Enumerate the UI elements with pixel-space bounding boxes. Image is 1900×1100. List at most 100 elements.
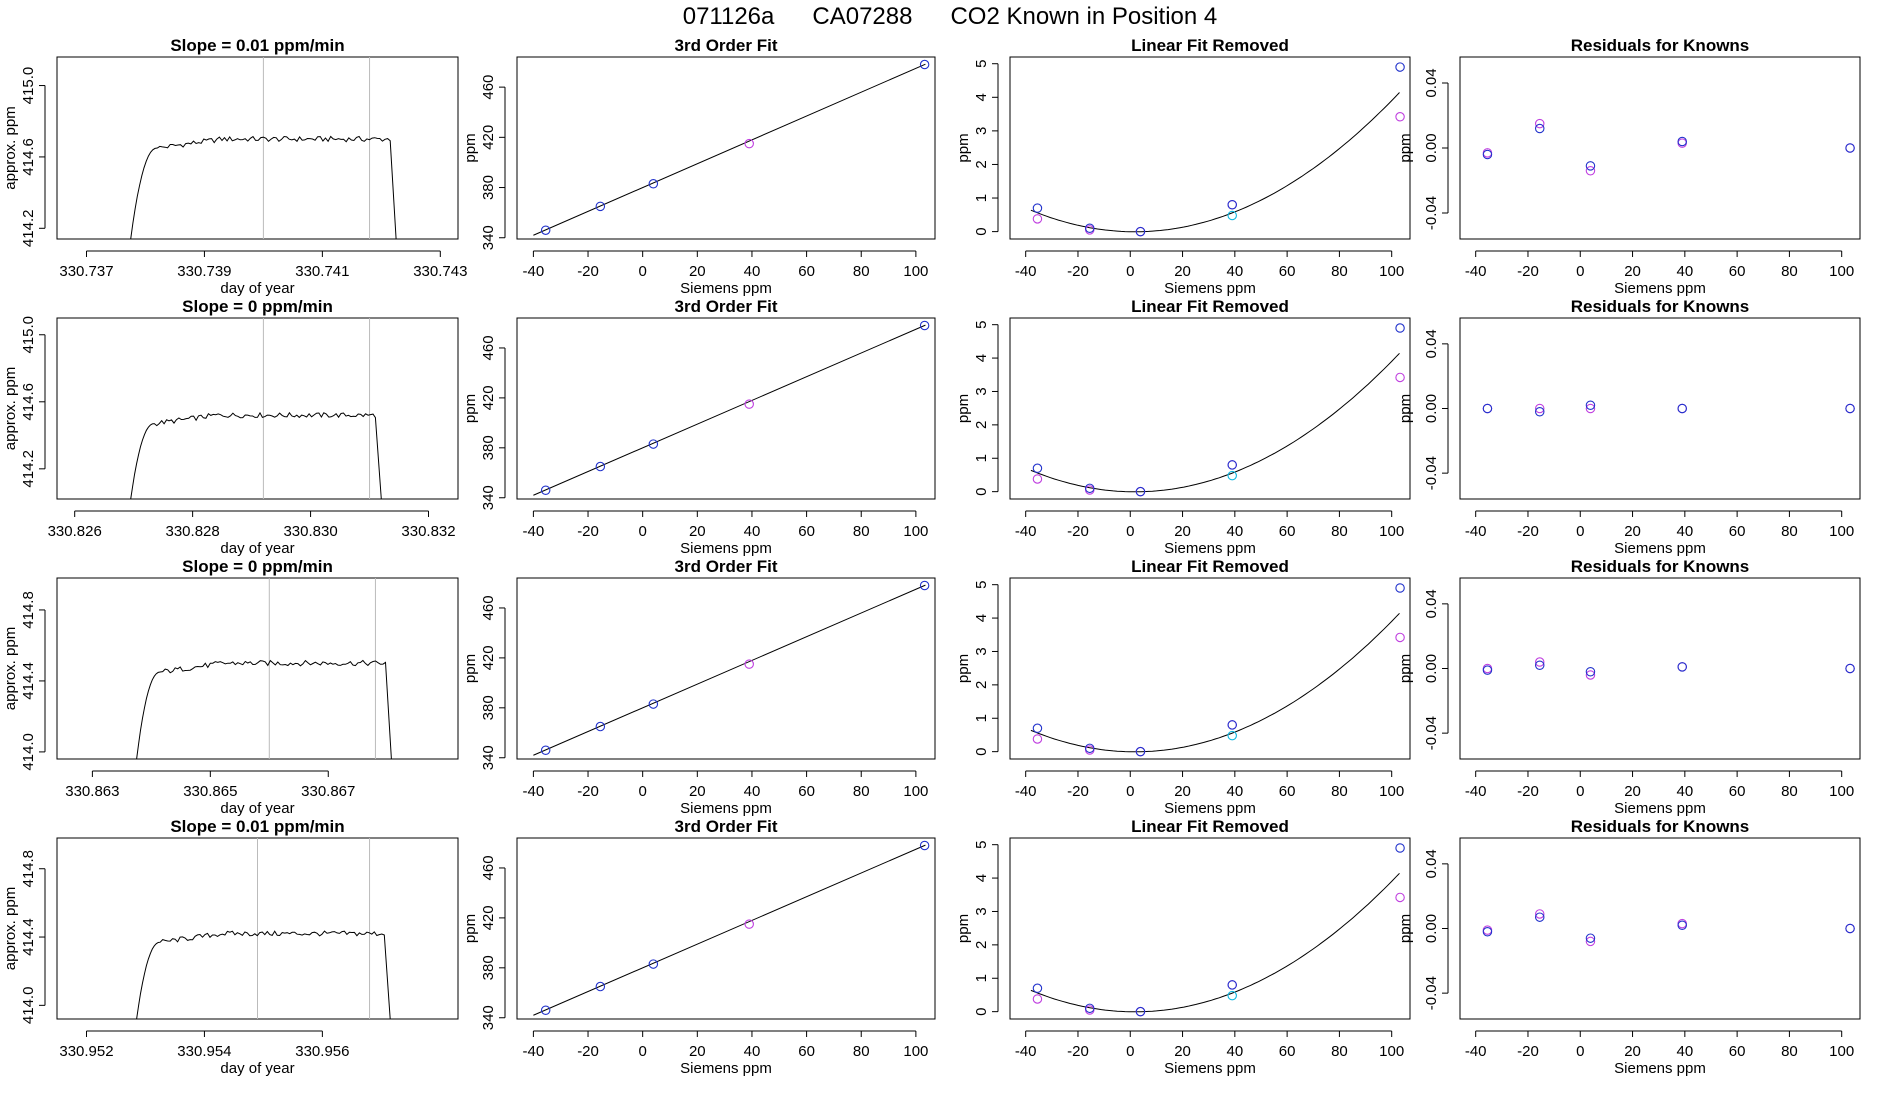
- r2-lin-magenta-point: [1032, 734, 1043, 744]
- r1-lin-cyan-point: [1227, 470, 1237, 481]
- r3-lin-x-label: Siemens ppm: [1164, 1060, 1256, 1077]
- r1-lin-x-tick-label: 20: [1174, 523, 1191, 540]
- r1-fit-x-tick-label: 20: [689, 523, 706, 540]
- r1-fit-y-tick-label: 380: [480, 435, 497, 460]
- r3-res-y-tick-label: 0.00: [1423, 914, 1440, 943]
- r3-lin-magenta-point: [1395, 892, 1405, 903]
- r3-res-blue-point: [1845, 923, 1855, 934]
- r0-lin-blue-point: [1032, 203, 1043, 213]
- r0-fit-x-tick-label: 60: [798, 263, 815, 280]
- run-id: 071126a: [682, 3, 775, 30]
- r2-res-x-label: Siemens ppm: [1614, 800, 1706, 817]
- r2-fit-plot-frame: [516, 577, 936, 760]
- r3-ts-trace-line: [136, 930, 391, 1020]
- r2-fit-point: [919, 580, 930, 591]
- r3-fit-x-tick-label: 20: [689, 1043, 706, 1060]
- r0-fit-x-tick-label: 80: [853, 263, 870, 280]
- page-title: 071126a CA07288 CO2 Known in Position 4: [0, 2, 1900, 32]
- r3-lin-x-tick-label: 100: [1379, 1043, 1404, 1060]
- r1-lin-x-tick-label: -40: [1015, 523, 1037, 540]
- r3-ts-x-tick-label: 330.956: [295, 1043, 349, 1060]
- r2-fit-x-tick-label: -20: [577, 783, 599, 800]
- r3-ts-y-label: approx. ppm: [2, 887, 19, 970]
- r1-ts-y-tick-label: 414.6: [20, 383, 37, 421]
- r0-lin-y-tick-label: 0: [973, 227, 990, 235]
- r1-fit-x-tick-label: 100: [903, 523, 928, 540]
- r0-lin-quadratic-curve: [1030, 92, 1400, 233]
- r0-lin-x-tick-label: -20: [1067, 263, 1089, 280]
- r2-res-blue-point: [1845, 663, 1855, 674]
- r3-res-blue-point: [1534, 912, 1545, 922]
- r0-fit-x-tick-label: -20: [577, 263, 599, 280]
- r3-lin-y-tick-label: 1: [973, 974, 990, 982]
- r2-fit-x-tick-label: 80: [853, 783, 870, 800]
- r3-res-x-tick-label: -20: [1517, 1043, 1539, 1060]
- r1-fit-x-tick-label: -20: [577, 523, 599, 540]
- r2-lin-blue-point: [1032, 723, 1043, 734]
- r0-res-blue-point: [1677, 136, 1687, 147]
- r0-lin-blue-point: [1227, 199, 1237, 210]
- r2-lin-x-label: Siemens ppm: [1164, 800, 1256, 817]
- r0-res-y-tick-label: 0.00: [1423, 133, 1440, 162]
- r0-res-y-label: ppm: [1397, 133, 1414, 162]
- r3-fit-x-tick-label: 100: [903, 1043, 928, 1060]
- r0-res-y-tick-label: -0.04: [1423, 196, 1440, 230]
- r2-fit-point: [744, 659, 754, 669]
- r1-res-magenta-point: [1534, 403, 1545, 414]
- r3-res-x-tick-label: 20: [1624, 1043, 1641, 1060]
- r1-lin-blue-point: [1395, 323, 1405, 333]
- r2-lin-y-tick-label: 1: [973, 714, 990, 722]
- r1-lin-title: Linear Fit Removed: [1131, 297, 1289, 316]
- r0-res-x-label: Siemens ppm: [1614, 280, 1706, 297]
- r1-res-plot-frame: [1459, 317, 1861, 500]
- r1-res-blue-point: [1585, 400, 1596, 411]
- r2-lin-blue-point: [1395, 583, 1405, 593]
- r0-res-x-tick-label: -20: [1517, 263, 1539, 280]
- r1-ts-y-tick-label: 415.0: [20, 316, 37, 354]
- r2-lin-x-tick-label: 80: [1331, 783, 1348, 800]
- r3-res-x-tick-label: 60: [1729, 1043, 1746, 1060]
- r0-ts-x-tick-label: 330.739: [177, 263, 231, 280]
- r2-fit-point: [540, 745, 551, 756]
- r3-fit-x-tick-label: -40: [523, 1043, 545, 1060]
- r2-fit-title: 3rd Order Fit: [675, 557, 778, 576]
- r2-lin-blue-point: [1227, 720, 1237, 730]
- r2-fit-x-tick-label: 60: [798, 783, 815, 800]
- r2-res-x-tick-label: 100: [1829, 783, 1854, 800]
- r3-res-blue-point: [1585, 933, 1596, 943]
- r3-lin-blue-point: [1395, 843, 1405, 853]
- r0-fit-point: [648, 179, 659, 189]
- r0-res-x-tick-label: 40: [1676, 263, 1693, 280]
- r2-lin-x-tick-label: -40: [1015, 783, 1037, 800]
- r1-lin-plot-frame: [1009, 317, 1411, 500]
- r0-fit-x-tick-label: 20: [689, 263, 706, 280]
- r1-fit-y-tick-label: 460: [480, 335, 497, 360]
- r3-res-x-tick-label: -40: [1465, 1043, 1487, 1060]
- r0-ts-y-label: approx. ppm: [2, 106, 19, 189]
- r3-lin-blue-point: [1227, 980, 1237, 990]
- r3-res-blue-point: [1482, 926, 1493, 937]
- r3-res-plot-frame: [1459, 837, 1861, 1020]
- r2-res-x-tick-label: 20: [1624, 783, 1641, 800]
- r1-fit-x-tick-label: -40: [523, 523, 545, 540]
- r3-lin-title: Linear Fit Removed: [1131, 817, 1289, 836]
- r1-lin-x-tick-label: 40: [1226, 523, 1243, 540]
- r2-res-title: Residuals for Knowns: [1571, 557, 1750, 576]
- r1-fit-x-tick-label: 0: [639, 523, 647, 540]
- r2-lin-x-tick-label: -20: [1067, 783, 1089, 800]
- r2-lin-x-tick-label: 100: [1379, 783, 1404, 800]
- r0-fit-y-label: ppm: [462, 133, 479, 162]
- r0-res-x-tick-label: 100: [1829, 263, 1854, 280]
- r2-fit-x-tick-label: -40: [523, 783, 545, 800]
- r1-ts-x-tick-label: 330.828: [166, 523, 220, 540]
- r1-ts-plot-frame: [56, 317, 459, 500]
- r1-fit-title: 3rd Order Fit: [675, 297, 778, 316]
- r0-fit-x-tick-label: -40: [523, 263, 545, 280]
- r3-lin-plot-frame: [1009, 837, 1411, 1020]
- r1-res-y-tick-label: 0.04: [1423, 329, 1440, 358]
- r0-lin-y-tick-label: 2: [973, 160, 990, 168]
- r1-res-y-label: ppm: [1397, 394, 1414, 423]
- r2-ts-y-label: approx. ppm: [2, 627, 19, 710]
- r0-ts-plot-frame: [56, 56, 459, 240]
- r1-lin-y-tick-label: 1: [973, 454, 990, 462]
